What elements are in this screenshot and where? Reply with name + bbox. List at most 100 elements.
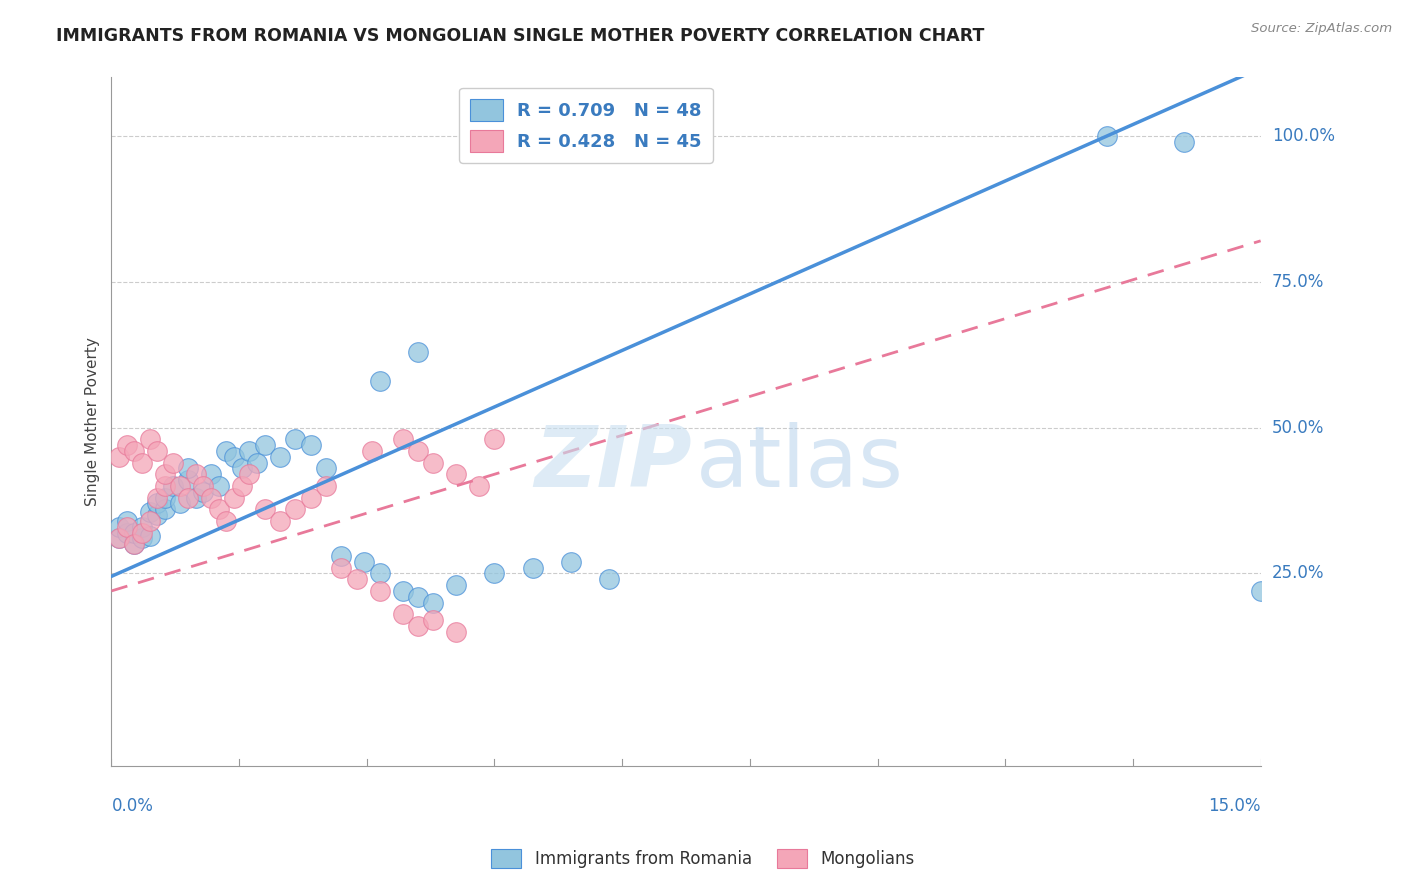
- Point: [193, 484, 215, 499]
- Point: [246, 456, 269, 470]
- Point: [184, 491, 207, 505]
- Text: 75.0%: 75.0%: [1272, 273, 1324, 291]
- Point: [368, 583, 391, 598]
- Point: [177, 491, 200, 505]
- Point: [444, 624, 467, 639]
- Text: 50.0%: 50.0%: [1272, 418, 1324, 436]
- Legend: R = 0.709   N = 48, R = 0.428   N = 45: R = 0.709 N = 48, R = 0.428 N = 45: [460, 87, 713, 162]
- Point: [468, 135, 491, 149]
- Point: [422, 613, 444, 627]
- Point: [444, 578, 467, 592]
- Point: [138, 432, 160, 446]
- Point: [115, 438, 138, 452]
- Point: [231, 479, 253, 493]
- Point: [138, 514, 160, 528]
- Point: [444, 467, 467, 482]
- Point: [146, 491, 169, 505]
- Point: [330, 549, 353, 563]
- Point: [368, 374, 391, 388]
- Point: [215, 443, 238, 458]
- Point: [177, 461, 200, 475]
- Text: ZIP: ZIP: [534, 422, 692, 506]
- Point: [124, 443, 146, 458]
- Point: [422, 596, 444, 610]
- Point: [169, 479, 191, 493]
- Text: atlas: atlas: [696, 422, 904, 506]
- Point: [238, 443, 260, 458]
- Point: [315, 479, 337, 493]
- Point: [184, 467, 207, 482]
- Point: [391, 432, 413, 446]
- Point: [200, 491, 222, 505]
- Point: [269, 450, 291, 464]
- Point: [484, 566, 506, 581]
- Point: [406, 344, 429, 359]
- Point: [146, 496, 169, 510]
- Point: [222, 491, 245, 505]
- Point: [361, 443, 384, 458]
- Point: [138, 505, 160, 519]
- Point: [406, 590, 429, 604]
- Point: [169, 496, 191, 510]
- Text: 15.0%: 15.0%: [1208, 797, 1261, 814]
- Point: [299, 438, 322, 452]
- Point: [208, 479, 231, 493]
- Text: Source: ZipAtlas.com: Source: ZipAtlas.com: [1251, 22, 1392, 36]
- Legend: Immigrants from Romania, Mongolians: Immigrants from Romania, Mongolians: [485, 842, 921, 875]
- Point: [146, 508, 169, 522]
- Point: [231, 461, 253, 475]
- Point: [177, 473, 200, 487]
- Point: [124, 537, 146, 551]
- Point: [269, 514, 291, 528]
- Point: [115, 514, 138, 528]
- Point: [522, 560, 544, 574]
- Point: [253, 502, 276, 516]
- Point: [131, 456, 153, 470]
- Point: [284, 432, 307, 446]
- Point: [406, 443, 429, 458]
- Point: [284, 502, 307, 516]
- Point: [131, 520, 153, 534]
- Point: [238, 467, 260, 482]
- Point: [353, 555, 375, 569]
- Text: IMMIGRANTS FROM ROMANIA VS MONGOLIAN SINGLE MOTHER POVERTY CORRELATION CHART: IMMIGRANTS FROM ROMANIA VS MONGOLIAN SIN…: [56, 27, 984, 45]
- Point: [146, 443, 169, 458]
- Point: [200, 467, 222, 482]
- Point: [153, 502, 176, 516]
- Point: [391, 607, 413, 622]
- Point: [108, 532, 131, 546]
- Point: [138, 528, 160, 542]
- Point: [299, 491, 322, 505]
- Point: [108, 532, 131, 546]
- Point: [162, 456, 184, 470]
- Point: [115, 520, 138, 534]
- Point: [406, 619, 429, 633]
- Point: [131, 525, 153, 540]
- Point: [422, 456, 444, 470]
- Point: [115, 525, 138, 540]
- Point: [560, 555, 582, 569]
- Point: [108, 520, 131, 534]
- Point: [124, 525, 146, 540]
- Y-axis label: Single Mother Poverty: Single Mother Poverty: [86, 337, 100, 506]
- Point: [131, 532, 153, 546]
- Point: [215, 514, 238, 528]
- Point: [1250, 583, 1272, 598]
- Point: [193, 479, 215, 493]
- Point: [598, 572, 620, 586]
- Point: [468, 479, 491, 493]
- Point: [162, 479, 184, 493]
- Point: [253, 438, 276, 452]
- Point: [124, 537, 146, 551]
- Point: [108, 450, 131, 464]
- Point: [1173, 135, 1195, 149]
- Text: 0.0%: 0.0%: [111, 797, 153, 814]
- Point: [222, 450, 245, 464]
- Point: [153, 491, 176, 505]
- Point: [1097, 128, 1119, 143]
- Point: [484, 432, 506, 446]
- Text: 25.0%: 25.0%: [1272, 565, 1324, 582]
- Text: 100.0%: 100.0%: [1272, 127, 1334, 145]
- Point: [153, 479, 176, 493]
- Point: [391, 583, 413, 598]
